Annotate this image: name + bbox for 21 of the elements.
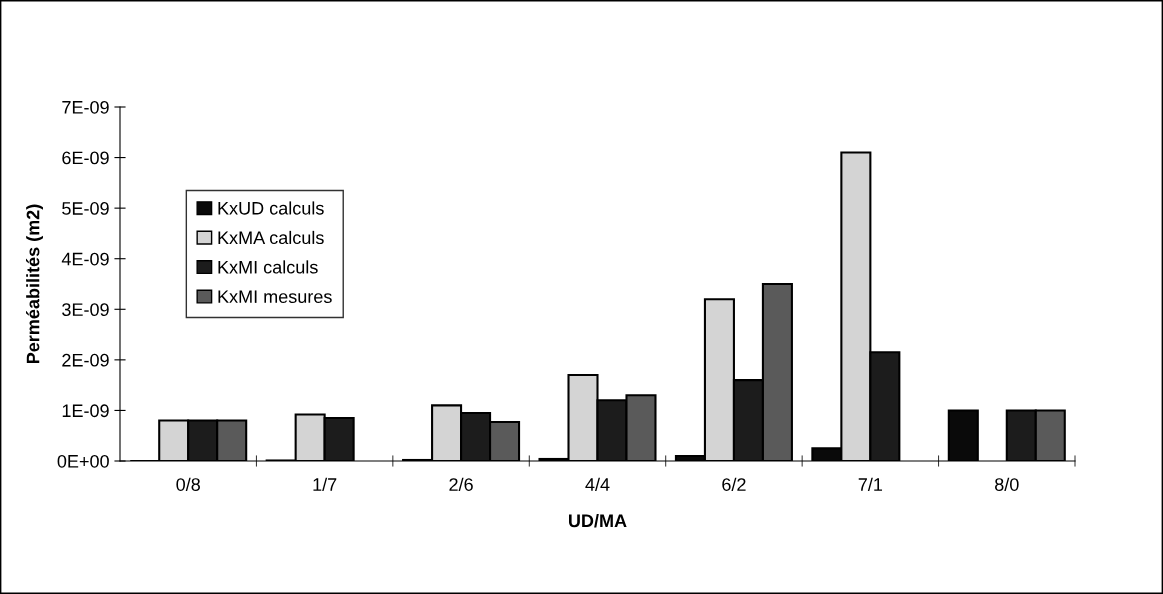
y-tick-label: 4E-09 [61, 252, 109, 266]
legend-label: KxMA calculs [218, 230, 324, 245]
y-tick-label: 5E-09 [62, 202, 109, 215]
x-tick-label: 6/2 [722, 477, 746, 491]
x-tick-label: 2/6 [449, 477, 473, 491]
y-tick-label: 0E+00 [57, 454, 109, 468]
x-tick-label: 4/4 [585, 477, 610, 491]
y-axis-title: Perméabilités (m2) [25, 204, 43, 364]
y-tick-label: 2E-09 [62, 353, 109, 367]
legend-label: KxMI calculs [218, 260, 318, 274]
legend-label: KxMI mesures [218, 290, 332, 304]
x-tick-label: 1/7 [313, 477, 337, 491]
legend-label: KxUD calculs [218, 201, 324, 215]
x-tick-label: 8/0 [995, 477, 1019, 491]
y-tick-label: 7E-09 [62, 100, 109, 114]
x-tick-label: 7/1 [858, 477, 883, 491]
y-tick-label: 1E-09 [62, 404, 109, 418]
y-tick-label: 6E-09 [62, 151, 109, 165]
x-axis-title: UD/MA [569, 513, 627, 528]
x-tick-label: 0/8 [176, 477, 200, 491]
y-tick-label: 3E-09 [62, 303, 109, 317]
